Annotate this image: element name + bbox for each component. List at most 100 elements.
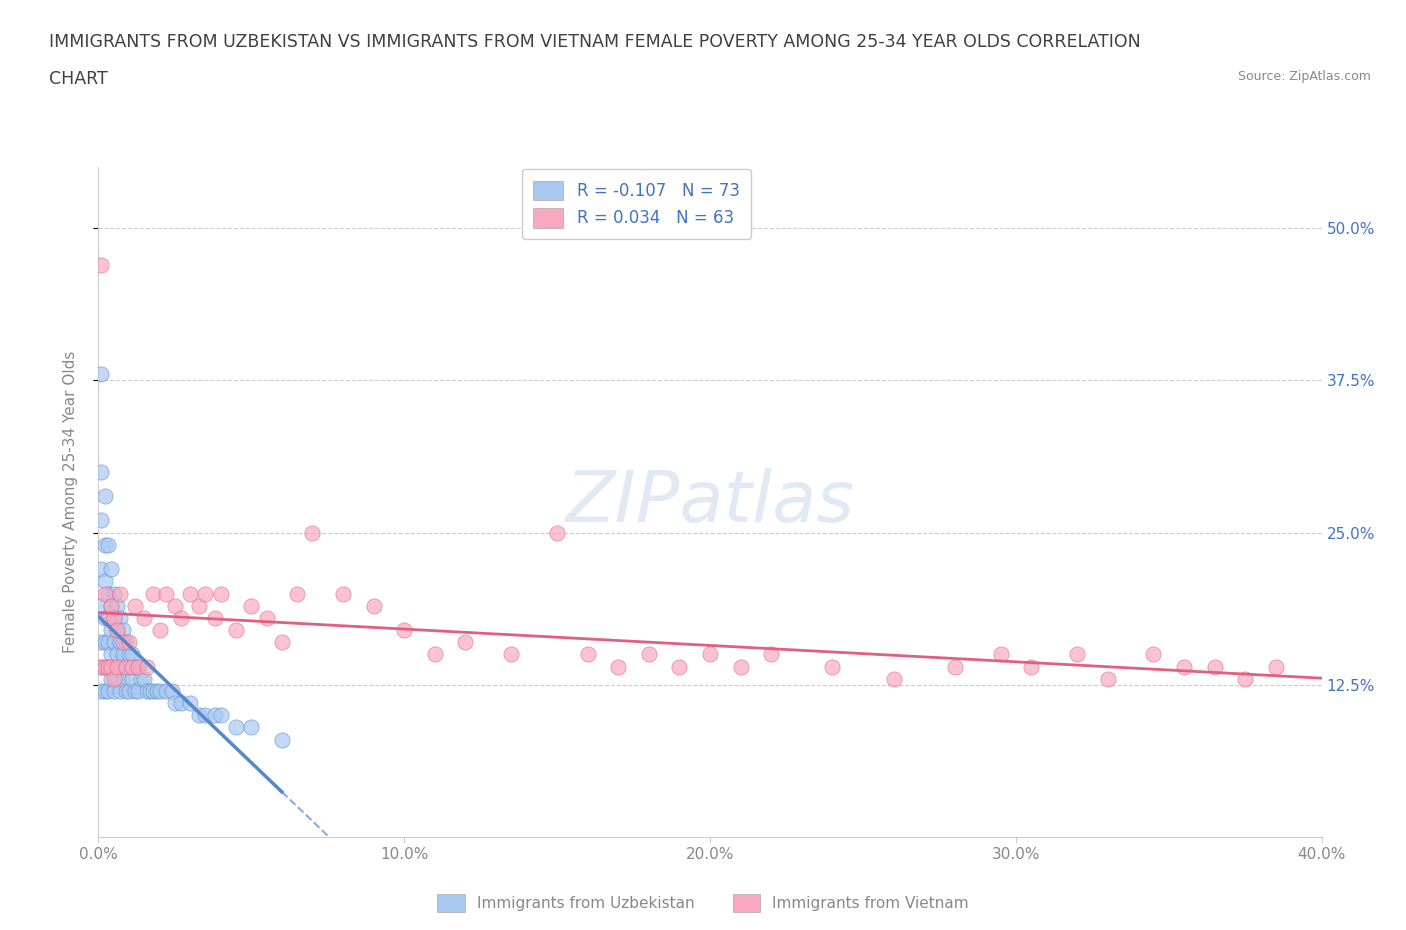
Point [90,464,112,479]
Point [1264,659,1286,674]
Point [142,586,165,601]
Y-axis label: Female Poverty Among 25-34 Year Olds: Female Poverty Among 25-34 Year Olds [63,351,77,654]
Point [103,610,125,625]
Point [129,671,152,686]
Point [105,622,128,637]
Point [90,659,112,674]
Point [93,538,115,552]
Point [121,659,143,674]
Point [194,708,217,723]
Point [111,635,134,650]
Point [105,622,128,637]
Point [90,684,112,698]
Point [100,671,122,686]
Point [134,671,156,686]
Point [179,696,201,711]
Point [127,659,149,674]
Point [883,671,905,686]
Legend: R = -0.107   N = 73, R = 0.034   N = 63: R = -0.107 N = 73, R = 0.034 N = 63 [522,169,751,239]
Point [1066,647,1088,662]
Point [194,586,217,601]
Point [149,622,172,637]
Point [118,635,141,650]
Point [97,610,120,625]
Point [270,635,292,650]
Point [111,622,134,637]
Point [668,659,690,674]
Point [97,659,120,674]
Text: CHART: CHART [49,70,108,87]
Point [699,647,721,662]
Point [127,684,149,698]
Point [93,610,115,625]
Point [103,684,125,698]
Point [546,525,568,540]
Point [100,598,122,613]
Point [97,635,120,650]
Point [363,598,385,613]
Point [100,598,122,613]
Point [103,586,125,601]
Point [204,708,226,723]
Point [105,647,128,662]
Point [93,586,115,601]
Point [90,513,112,528]
Point [637,647,661,662]
Point [103,671,125,686]
Point [93,635,115,650]
Point [90,258,112,272]
Point [332,586,354,601]
Point [90,635,112,650]
Point [145,684,167,698]
Point [501,647,523,662]
Point [155,684,177,698]
Point [1173,659,1195,674]
Point [256,610,278,625]
Legend: Immigrants from Uzbekistan, Immigrants from Vietnam: Immigrants from Uzbekistan, Immigrants f… [432,888,974,918]
Point [115,659,138,674]
Point [118,659,141,674]
Point [100,647,122,662]
Point [149,684,172,698]
Point [225,622,247,637]
Point [943,659,966,674]
Point [576,647,599,662]
Point [93,488,115,503]
Point [93,659,115,674]
Point [423,647,446,662]
Point [93,684,115,698]
Point [124,659,146,674]
Point [100,562,122,577]
Point [111,671,134,686]
Point [108,659,131,674]
Point [607,659,630,674]
Point [103,635,125,650]
Point [93,659,115,674]
Point [103,659,125,674]
Point [124,598,146,613]
Point [209,586,232,601]
Point [136,659,159,674]
Text: IMMIGRANTS FROM UZBEKISTAN VS IMMIGRANTS FROM VIETNAM FEMALE POVERTY AMONG 25-34: IMMIGRANTS FROM UZBEKISTAN VS IMMIGRANTS… [49,33,1140,50]
Point [139,684,162,698]
Point [225,720,247,735]
Point [90,659,112,674]
Point [108,586,131,601]
Point [392,622,416,637]
Point [1204,659,1226,674]
Point [204,610,226,625]
Point [121,647,143,662]
Point [115,635,138,650]
Point [1234,671,1257,686]
Point [97,684,120,698]
Point [155,586,177,601]
Text: Source: ZipAtlas.com: Source: ZipAtlas.com [1237,70,1371,83]
Point [188,708,211,723]
Point [1097,671,1119,686]
Point [1142,647,1164,662]
Point [108,684,131,698]
Point [179,586,201,601]
Point [90,367,112,382]
Point [97,586,120,601]
Point [108,635,131,650]
